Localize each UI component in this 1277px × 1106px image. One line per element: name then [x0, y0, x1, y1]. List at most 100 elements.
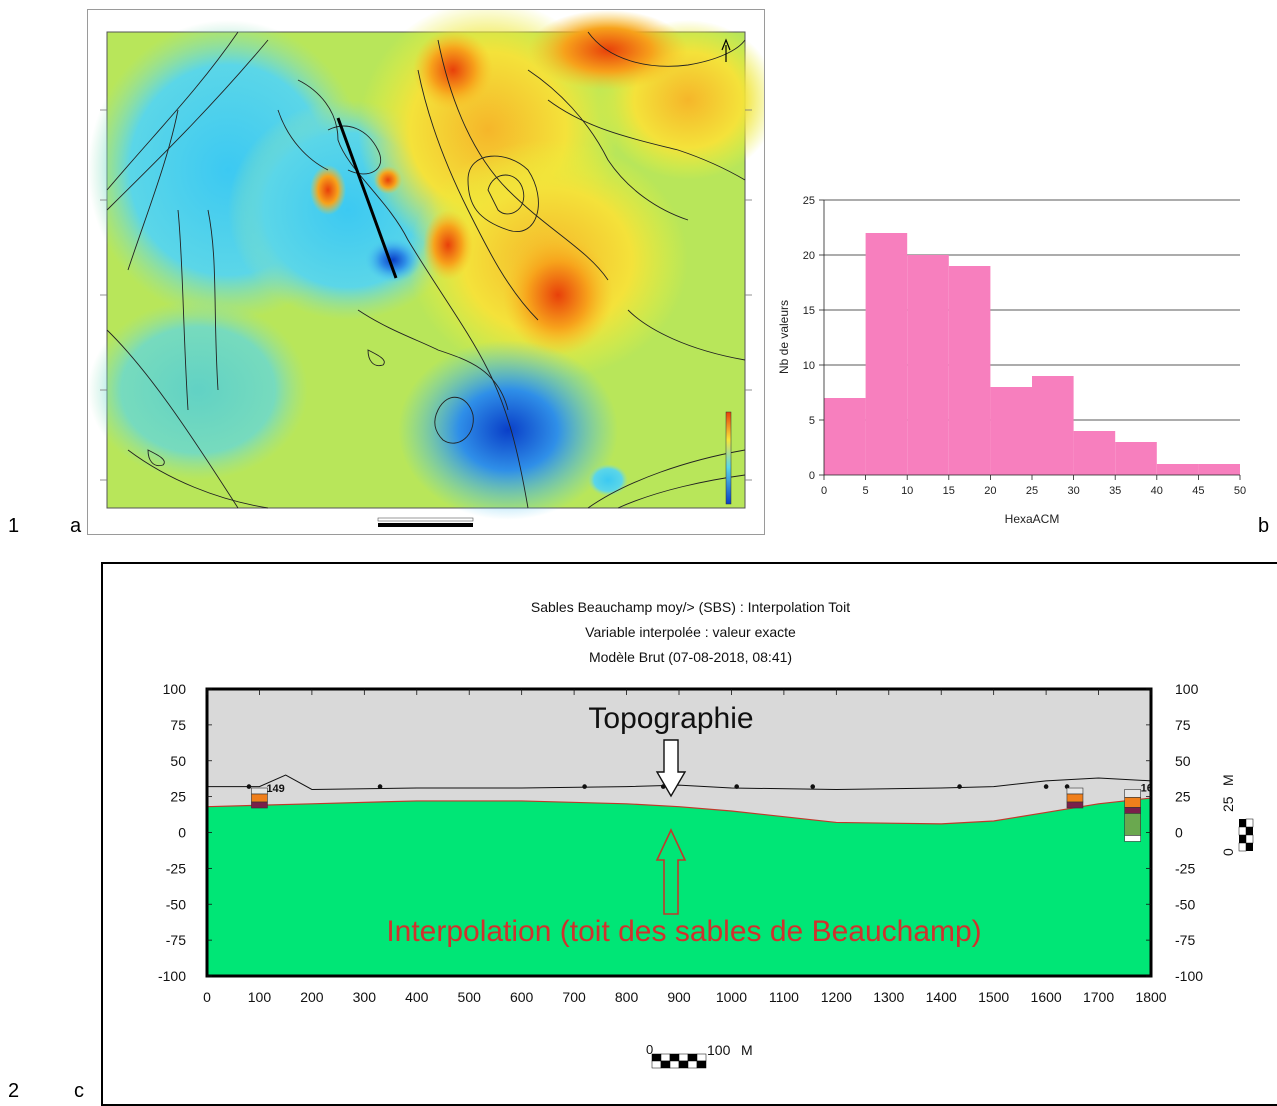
- arrow-up-icon: [655, 828, 687, 915]
- horizontal-scale-block: [696, 1053, 707, 1062]
- histogram-x-tick-label: 30: [1067, 485, 1079, 497]
- cross-section-chart: 149 16 100 100 75 75 50 50 25 25 0 0 -25 -25 -50 -50 -7…: [158, 681, 1254, 1069]
- panel-label-b: b: [1258, 515, 1270, 537]
- histogram-x-tick-label: 10: [901, 485, 913, 497]
- arrow-down-icon: [655, 739, 687, 798]
- horizontal-scale-block: [669, 1053, 680, 1062]
- section-x-tick-label: 900: [667, 989, 691, 1005]
- vertical-scale-block: [1239, 819, 1246, 827]
- histogram-x-tick-label: 0: [821, 485, 827, 497]
- horizontal-scale-block: [660, 1053, 671, 1062]
- section-model-date: Modèle Brut (07-08-2018, 08:41): [588, 649, 793, 665]
- histogram-x-tick-label: 50: [1234, 485, 1246, 497]
- section-x-tick-label: 1100: [769, 989, 799, 1005]
- histogram-x-tick-label: 25: [1026, 485, 1038, 497]
- topography-point: [582, 784, 587, 789]
- borehole-layer: [251, 787, 268, 795]
- histogram-bar: [907, 255, 949, 475]
- topography-point: [957, 784, 962, 789]
- vertical-scale-value: 25: [1220, 796, 1236, 812]
- map-color-legend: [725, 411, 732, 505]
- panel-label-c: c: [74, 1080, 84, 1102]
- histogram-bar: [1156, 464, 1199, 475]
- section-x-tick-label: 200: [300, 989, 324, 1005]
- section-y-tick-label-left: -100: [158, 968, 186, 984]
- section-y-tick-label-right: 100: [1175, 681, 1199, 697]
- section-x-tick-label: 1700: [1083, 989, 1114, 1005]
- section-y-tick-label-left: 75: [170, 717, 186, 733]
- section-y-tick-label-right: -75: [1175, 932, 1195, 948]
- topography-point: [810, 784, 816, 789]
- topography-point: [1043, 784, 1049, 789]
- row-label-1: 1: [8, 515, 20, 537]
- histogram-x-tick-label: 35: [1109, 485, 1121, 497]
- interpolation-map: [88, 0, 778, 527]
- section-y-tick-label-left: -75: [166, 932, 186, 948]
- topography-point: [734, 784, 739, 789]
- vertical-scale-block: [1245, 834, 1254, 844]
- histogram-x-tick-label: 5: [863, 485, 869, 497]
- borehole-layer: [1066, 787, 1084, 795]
- section-x-tick-label: 1000: [716, 989, 747, 1005]
- row-label-2: 2: [8, 1080, 20, 1102]
- histogram-chart: 0 5 10 15 20 25 0 5 10 15 20 25 30 35 40 45 50 HexaACM N…: [777, 195, 1246, 526]
- section-x-tick-label: 1600: [1031, 989, 1062, 1005]
- map-scale-bar: [377, 517, 474, 527]
- section-x-tick-label: 500: [458, 989, 482, 1005]
- horizontal-scale-block: [687, 1060, 698, 1069]
- section-x-tick-label: 300: [353, 989, 377, 1005]
- histogram-bar: [990, 387, 1032, 475]
- horizontal-scale-block: [651, 1060, 662, 1069]
- histogram-y-axis-label: Nb de valeurs: [777, 300, 791, 374]
- interpolation-map-panel: [87, 0, 778, 535]
- section-x-tick-label: 1200: [821, 989, 852, 1005]
- vertical-scale-block: [1245, 818, 1254, 828]
- histogram-y-tick-label: 20: [803, 250, 815, 262]
- horizontal-scale-block: [660, 1060, 671, 1069]
- histogram-bar: [1115, 442, 1157, 475]
- section-x-tick-label: 1800: [1135, 989, 1166, 1005]
- histogram-y-tick-label: 0: [809, 470, 815, 482]
- borehole-layer: [1124, 835, 1141, 842]
- vertical-scale-unit: M: [1220, 774, 1236, 786]
- horizontal-scale-zero: 0: [646, 1042, 653, 1057]
- borehole-layer: [1124, 789, 1141, 798]
- borehole-layer: [251, 793, 268, 803]
- histogram-panel: 0 5 10 15 20 25 0 5 10 15 20 25 30 35 40 45 50 HexaACM N…: [770, 185, 1250, 530]
- section-y-tick-label-right: 0: [1175, 825, 1183, 841]
- section-trace-line: [336, 117, 398, 279]
- section-y-tick-label-right: -50: [1175, 896, 1195, 912]
- map-color-field: [88, 0, 778, 520]
- vertical-scale-block: [1238, 842, 1247, 852]
- section-y-tick-label-left: -50: [166, 896, 186, 912]
- vertical-scale-block: [1239, 835, 1246, 843]
- horizontal-scale-block: [651, 1053, 662, 1062]
- horizontal-scale-block: [696, 1060, 707, 1069]
- borehole-label: 149: [266, 783, 284, 795]
- map-frame-ticks: [100, 109, 752, 481]
- borehole-layer: [251, 801, 268, 809]
- interpolation-line: [206, 797, 1152, 825]
- histogram-bar: [1073, 431, 1116, 475]
- section-y-tick-label-right: 75: [1175, 717, 1191, 733]
- histogram-y-tick-label: 10: [803, 360, 815, 372]
- map-contours: [106, 31, 746, 509]
- histogram-x-tick-label: 15: [943, 485, 955, 497]
- section-x-tick-label: 100: [248, 989, 272, 1005]
- histogram-y-tick-label: 15: [803, 305, 815, 317]
- horizontal-scale-block: [678, 1053, 689, 1062]
- histogram-x-tick-label: 40: [1151, 485, 1163, 497]
- horizontal-scale-value: 100: [707, 1042, 731, 1058]
- borehole-layer: [1066, 801, 1084, 809]
- histogram-bar: [865, 233, 908, 475]
- histogram-x-tick-label: 20: [984, 485, 996, 497]
- interpolation-annotation: Interpolation (toit des sables de Beauch…: [386, 915, 981, 948]
- section-x-tick-label: 400: [405, 989, 429, 1005]
- cross-section-panel: Sables Beauchamp moy/> (SBS) : Interpola…: [101, 562, 1277, 1106]
- topography-annotation: Topographie: [588, 702, 753, 735]
- histogram-bar: [1032, 376, 1074, 475]
- section-subtitle: Variable interpolée : valeur exacte: [585, 624, 796, 640]
- topography-point: [377, 784, 383, 789]
- topography-point: [246, 784, 252, 789]
- section-x-tick-label: 1500: [978, 989, 1009, 1005]
